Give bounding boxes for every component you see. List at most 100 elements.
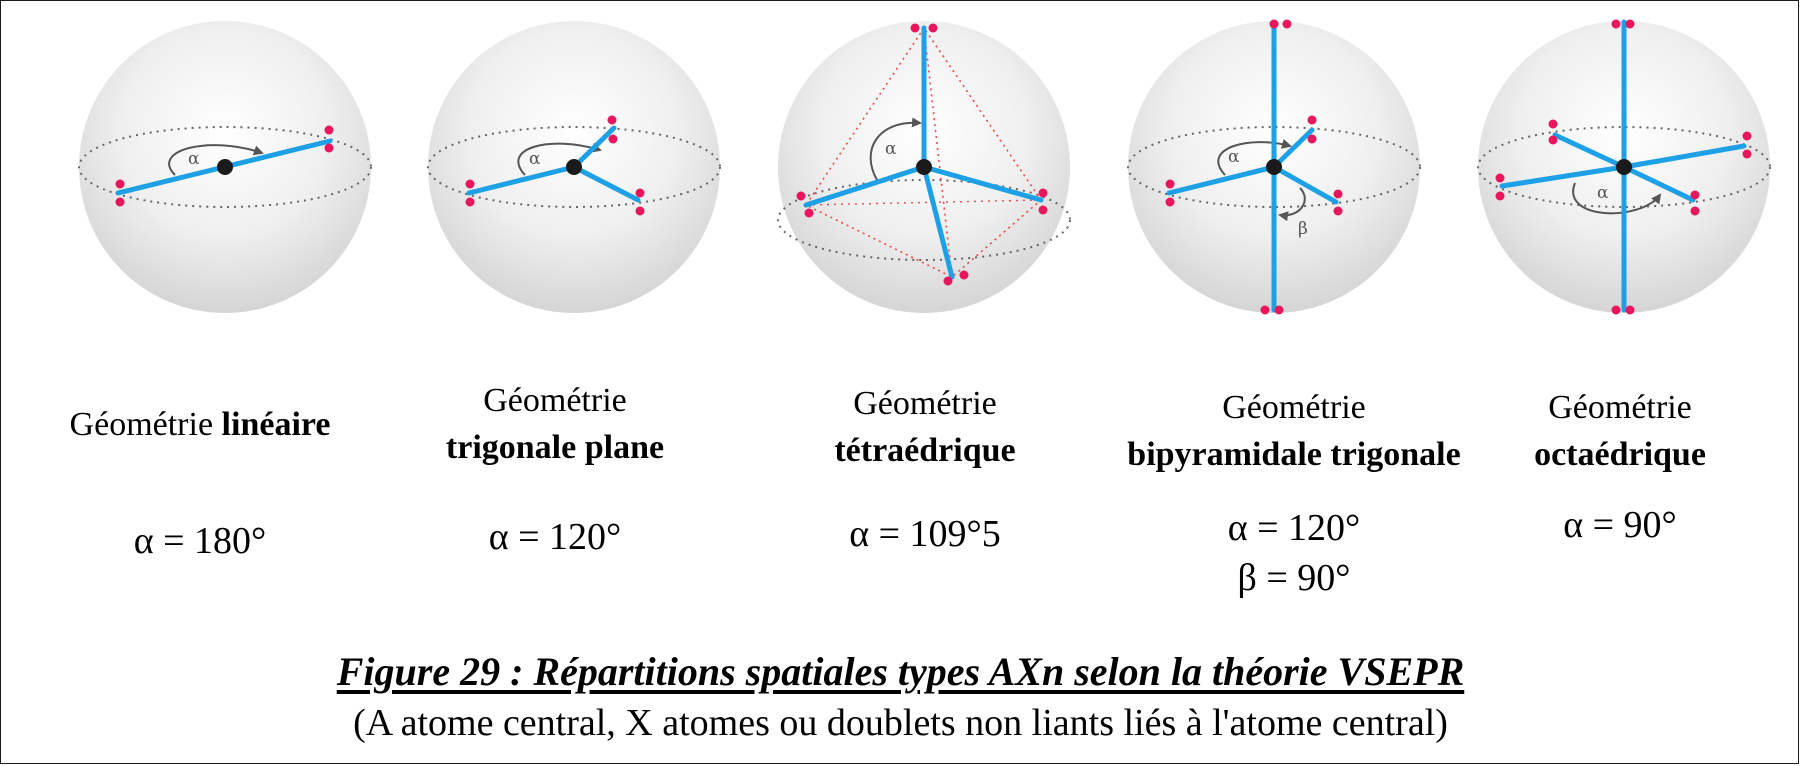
lone-pair <box>1260 305 1270 315</box>
lone-pair <box>608 134 618 144</box>
lone-pair <box>324 143 334 153</box>
geometry-label-octahedral: Géométrie octaédrique <box>1500 384 1740 478</box>
lone-pair <box>115 179 125 189</box>
lone-pair <box>928 23 938 33</box>
lone-pair <box>1611 19 1621 29</box>
sphere-tetrahedral: α <box>777 21 1071 313</box>
caption-title-text: Figure 29 : Répartitions spatiales types… <box>336 649 1465 694</box>
lone-pair <box>1165 179 1175 189</box>
angle-alpha: α = 120° <box>488 516 622 558</box>
lone-pair <box>465 179 475 189</box>
central-atom <box>1266 159 1282 175</box>
lone-pair <box>1548 119 1558 129</box>
lone-pair <box>1274 305 1284 315</box>
lone-pair <box>1495 173 1505 183</box>
geometry-label-trigonal-bipyramidal: Géométrie bipyramidale trigonale <box>1098 384 1490 478</box>
bond <box>1621 164 1696 203</box>
alpha-arc <box>869 117 922 181</box>
equator <box>1477 126 1771 208</box>
lone-pair <box>1038 188 1048 198</box>
bond <box>466 164 577 196</box>
geometry-label-linear: Géométrie linéaire <box>20 401 380 448</box>
alpha-label: α <box>188 149 200 169</box>
central-atom <box>1616 159 1632 175</box>
central-atom <box>566 159 582 175</box>
lone-pair <box>1495 191 1505 201</box>
geometry-label-trigonal-plane: Géométrie trigonale plane <box>388 377 722 471</box>
lone-pair <box>635 188 645 198</box>
bond <box>921 164 955 280</box>
alpha-arc <box>1572 182 1662 215</box>
alpha-label: α <box>1228 147 1240 167</box>
angle-alpha: α = 180° <box>133 520 267 562</box>
lone-pair <box>1742 149 1752 159</box>
bond <box>1166 164 1277 196</box>
geometry-prefix: Géométrie <box>69 406 222 443</box>
geometry-prefix: Géométrie <box>483 382 627 419</box>
bond <box>921 164 1044 203</box>
geometry-label-tetrahedral: Géométrie tétraédrique <box>760 380 1090 474</box>
sphere-trigonal-bipyramidal: α β <box>1127 19 1421 315</box>
lone-pair <box>1690 206 1700 216</box>
alpha-label: α <box>529 149 541 169</box>
central-atom <box>217 159 233 175</box>
geometry-name: linéaire <box>221 406 331 443</box>
angle-label-tetrahedral: α = 109°5 <box>760 509 1090 559</box>
bond <box>1552 132 1627 170</box>
equator <box>1127 126 1421 208</box>
lone-pair <box>1611 305 1621 315</box>
lone-pair <box>635 206 645 216</box>
lone-pair <box>804 208 814 218</box>
bond <box>1271 164 1339 205</box>
bond <box>1271 127 1315 170</box>
bond <box>571 164 641 203</box>
bond <box>1499 164 1627 189</box>
lone-pair <box>1333 206 1343 216</box>
equator <box>78 126 372 208</box>
lone-pair <box>796 191 806 201</box>
lone-pair <box>115 197 125 207</box>
lone-pair <box>1690 190 1700 200</box>
lone-pair <box>1742 131 1752 141</box>
lone-pair <box>1282 19 1292 29</box>
lone-pair <box>1307 115 1317 125</box>
geometry-name: octaédrique <box>1534 436 1706 473</box>
alpha-label: α <box>885 139 897 159</box>
lone-pair <box>1307 134 1317 144</box>
lone-pair <box>910 23 920 33</box>
figure-caption-title: Figure 29 : Répartitions spatiales types… <box>0 648 1801 695</box>
alpha-label: α <box>1597 183 1609 203</box>
angle-label-octahedral: α = 90° <box>1500 500 1740 550</box>
geometry-name: trigonale plane <box>445 429 665 466</box>
beta-arc <box>1278 187 1306 222</box>
angle-label-linear: α = 180° <box>20 516 380 566</box>
angle-alpha: α = 109°5 <box>849 513 1001 555</box>
lone-pair <box>959 270 969 280</box>
lone-pair <box>324 125 334 135</box>
lone-pair <box>1625 305 1635 315</box>
geometry-name: bipyramidale trigonale <box>1127 436 1461 473</box>
geometry-name: tétraédrique <box>834 432 1016 469</box>
lone-pair <box>943 276 953 286</box>
lone-pair <box>1038 205 1048 215</box>
lone-pair <box>1333 189 1343 199</box>
sphere-linear: α <box>78 21 372 313</box>
bond <box>803 164 927 208</box>
beta-label: β <box>1298 219 1308 239</box>
sphere-octahedral: α <box>1477 19 1771 315</box>
lone-pair <box>1548 135 1558 145</box>
angle-label-trigonal-plane: α = 120° <box>388 512 722 562</box>
alpha-arc <box>517 142 602 176</box>
bond <box>1621 143 1747 170</box>
figure-caption-subtitle: (A atome central, X atomes ou doublets n… <box>353 702 1448 744</box>
geometry-prefix: Géométrie <box>853 385 997 422</box>
lone-pair <box>607 115 617 125</box>
bond <box>571 125 617 170</box>
lone-pair <box>1165 197 1175 207</box>
geometry-prefix: Géométrie <box>1548 389 1692 426</box>
angle-beta: β = 90° <box>1237 557 1351 599</box>
angle-label-trigonal-bipyramidal: α = 120° β = 90° <box>1098 503 1490 603</box>
equator <box>777 179 1071 261</box>
lone-pair <box>1269 19 1279 29</box>
